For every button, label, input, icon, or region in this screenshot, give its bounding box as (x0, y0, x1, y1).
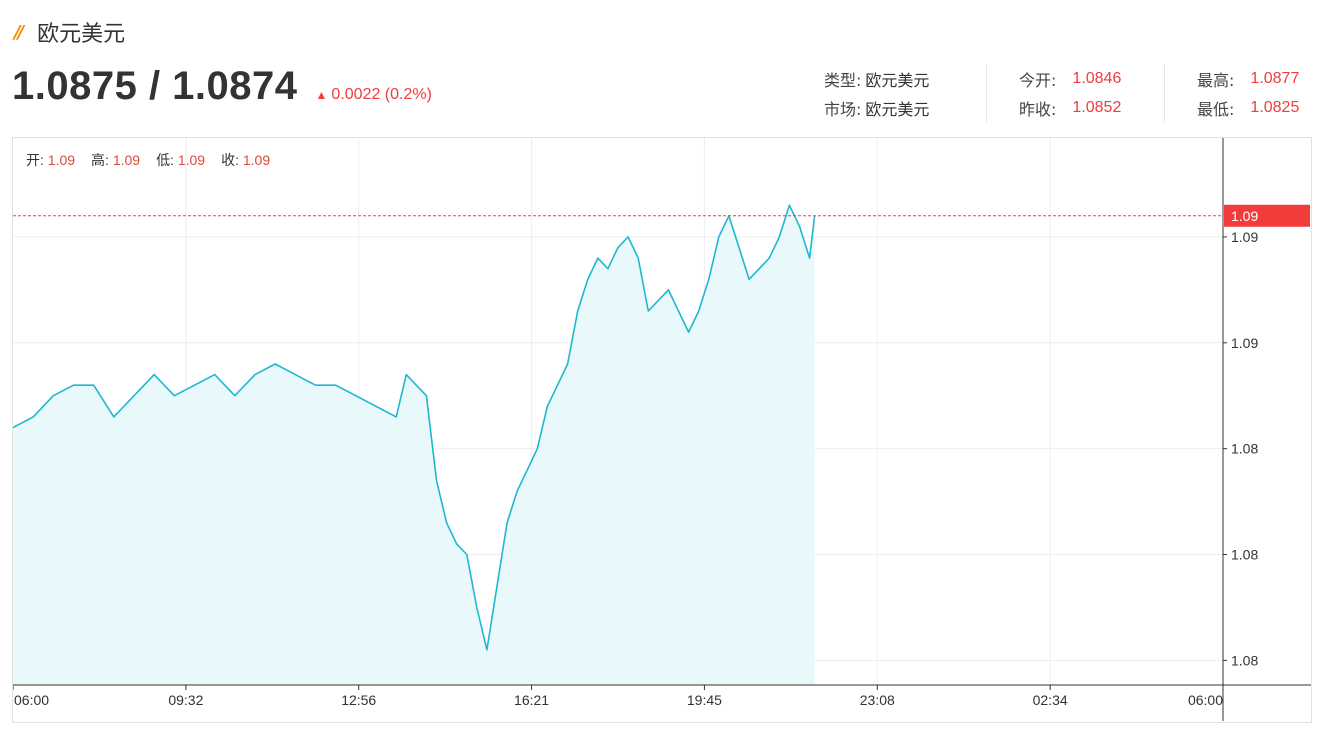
up-arrow-icon: ▲ (315, 88, 328, 102)
info-row-2: 市场: 欧元美元 昨收: 1.0852 最低: 1.0825 (824, 93, 1316, 122)
price-row: 1.0875 / 1.0874 ▲ 0.0022 (0.2%) (12, 64, 432, 109)
market-cell: 市场: 欧元美元 (824, 93, 986, 122)
x-tick-label: 16:21 (514, 692, 549, 708)
ohlc-readout: 开: 1.09 高: 1.09 低: 1.09 收: 1.09 (26, 150, 270, 170)
open-value: 1.0846 (1072, 69, 1122, 87)
x-tick-label: 09:32 (168, 692, 203, 708)
type-label: 类型: (824, 70, 862, 90)
y-tick-label: 1.09 (1231, 229, 1258, 245)
ohlc-open: 开: 1.09 (26, 150, 75, 170)
ohlc-open-value: 1.09 (47, 152, 76, 168)
high-cell: 最高: 1.0877 (1164, 64, 1316, 93)
price-area-fill (13, 205, 815, 685)
ohlc-low: 低: 1.09 (156, 150, 205, 170)
x-tick-label: 12:56 (341, 692, 376, 708)
open-cell: 今开: 1.0846 (986, 64, 1164, 93)
current-price-tag (1224, 204, 1310, 227)
market-label: 市场: (824, 99, 862, 119)
price-line (13, 204, 816, 651)
info-row-1: 类型: 欧元美元 今开: 1.0846 最高: 1.0877 (824, 64, 1316, 93)
x-tick-label: 02:34 (1033, 692, 1068, 708)
x-tick-label: 06:00 (1188, 692, 1223, 708)
page-title: 欧元美元 (37, 22, 126, 47)
ohlc-high: 高: 1.09 (91, 150, 140, 170)
type-cell: 类型: 欧元美元 (824, 64, 986, 93)
y-tick-label: 1.08 (1231, 547, 1258, 563)
ohlc-close-label: 收: (221, 152, 239, 168)
current-price-label: 1.09 (1231, 208, 1258, 224)
type-value: 欧元美元 (865, 70, 930, 90)
title-row: // 欧元美元 (14, 14, 125, 50)
ohlc-close: 收: 1.09 (221, 150, 270, 170)
change-text: 0.0022 (0.2%) (331, 86, 432, 103)
high-label: 最高: (1197, 70, 1235, 90)
chart-container[interactable]: 1.09 1.09 1.08 1.08 1.08 1.09 06:00 09:32 12:56 1… (12, 137, 1312, 723)
y-tick-label: 1.08 (1231, 652, 1258, 668)
open-label: 今开: (1019, 70, 1057, 90)
prev-close-value: 1.0852 (1072, 98, 1122, 116)
brand-slash-icon: // (14, 21, 24, 43)
x-tick-label: 23:08 (860, 692, 895, 708)
change-indicator: ▲ 0.0022 (0.2%) (316, 86, 432, 104)
bid-ask-price: 1.0875 / 1.0874 (12, 64, 298, 108)
ohlc-high-label: 高: (91, 152, 109, 168)
quote-info-panel: 类型: 欧元美元 今开: 1.0846 最高: 1.0877 市场: 欧元美元 … (824, 64, 1316, 122)
market-value: 欧元美元 (865, 99, 930, 119)
low-cell: 最低: 1.0825 (1164, 93, 1316, 122)
prev-close-label: 昨收: (1019, 99, 1057, 119)
x-tick-label: 19:45 (687, 692, 722, 708)
ohlc-close-value: 1.09 (242, 152, 271, 168)
y-tick-label: 1.08 (1231, 441, 1258, 457)
ohlc-low-value: 1.09 (177, 152, 206, 168)
x-tick-label: 06:00 (14, 692, 49, 708)
price-chart[interactable]: 1.09 1.09 1.08 1.08 1.08 1.09 06:00 09:32 12:56 1… (13, 138, 1311, 722)
prev-close-cell: 昨收: 1.0852 (986, 93, 1164, 122)
high-value: 1.0877 (1250, 69, 1300, 87)
low-label: 最低: (1197, 99, 1235, 119)
low-value: 1.0825 (1250, 98, 1300, 116)
ohlc-high-value: 1.09 (112, 152, 141, 168)
ohlc-open-label: 开: (26, 152, 44, 168)
ohlc-low-label: 低: (156, 152, 174, 168)
y-tick-label: 1.09 (1231, 335, 1258, 351)
